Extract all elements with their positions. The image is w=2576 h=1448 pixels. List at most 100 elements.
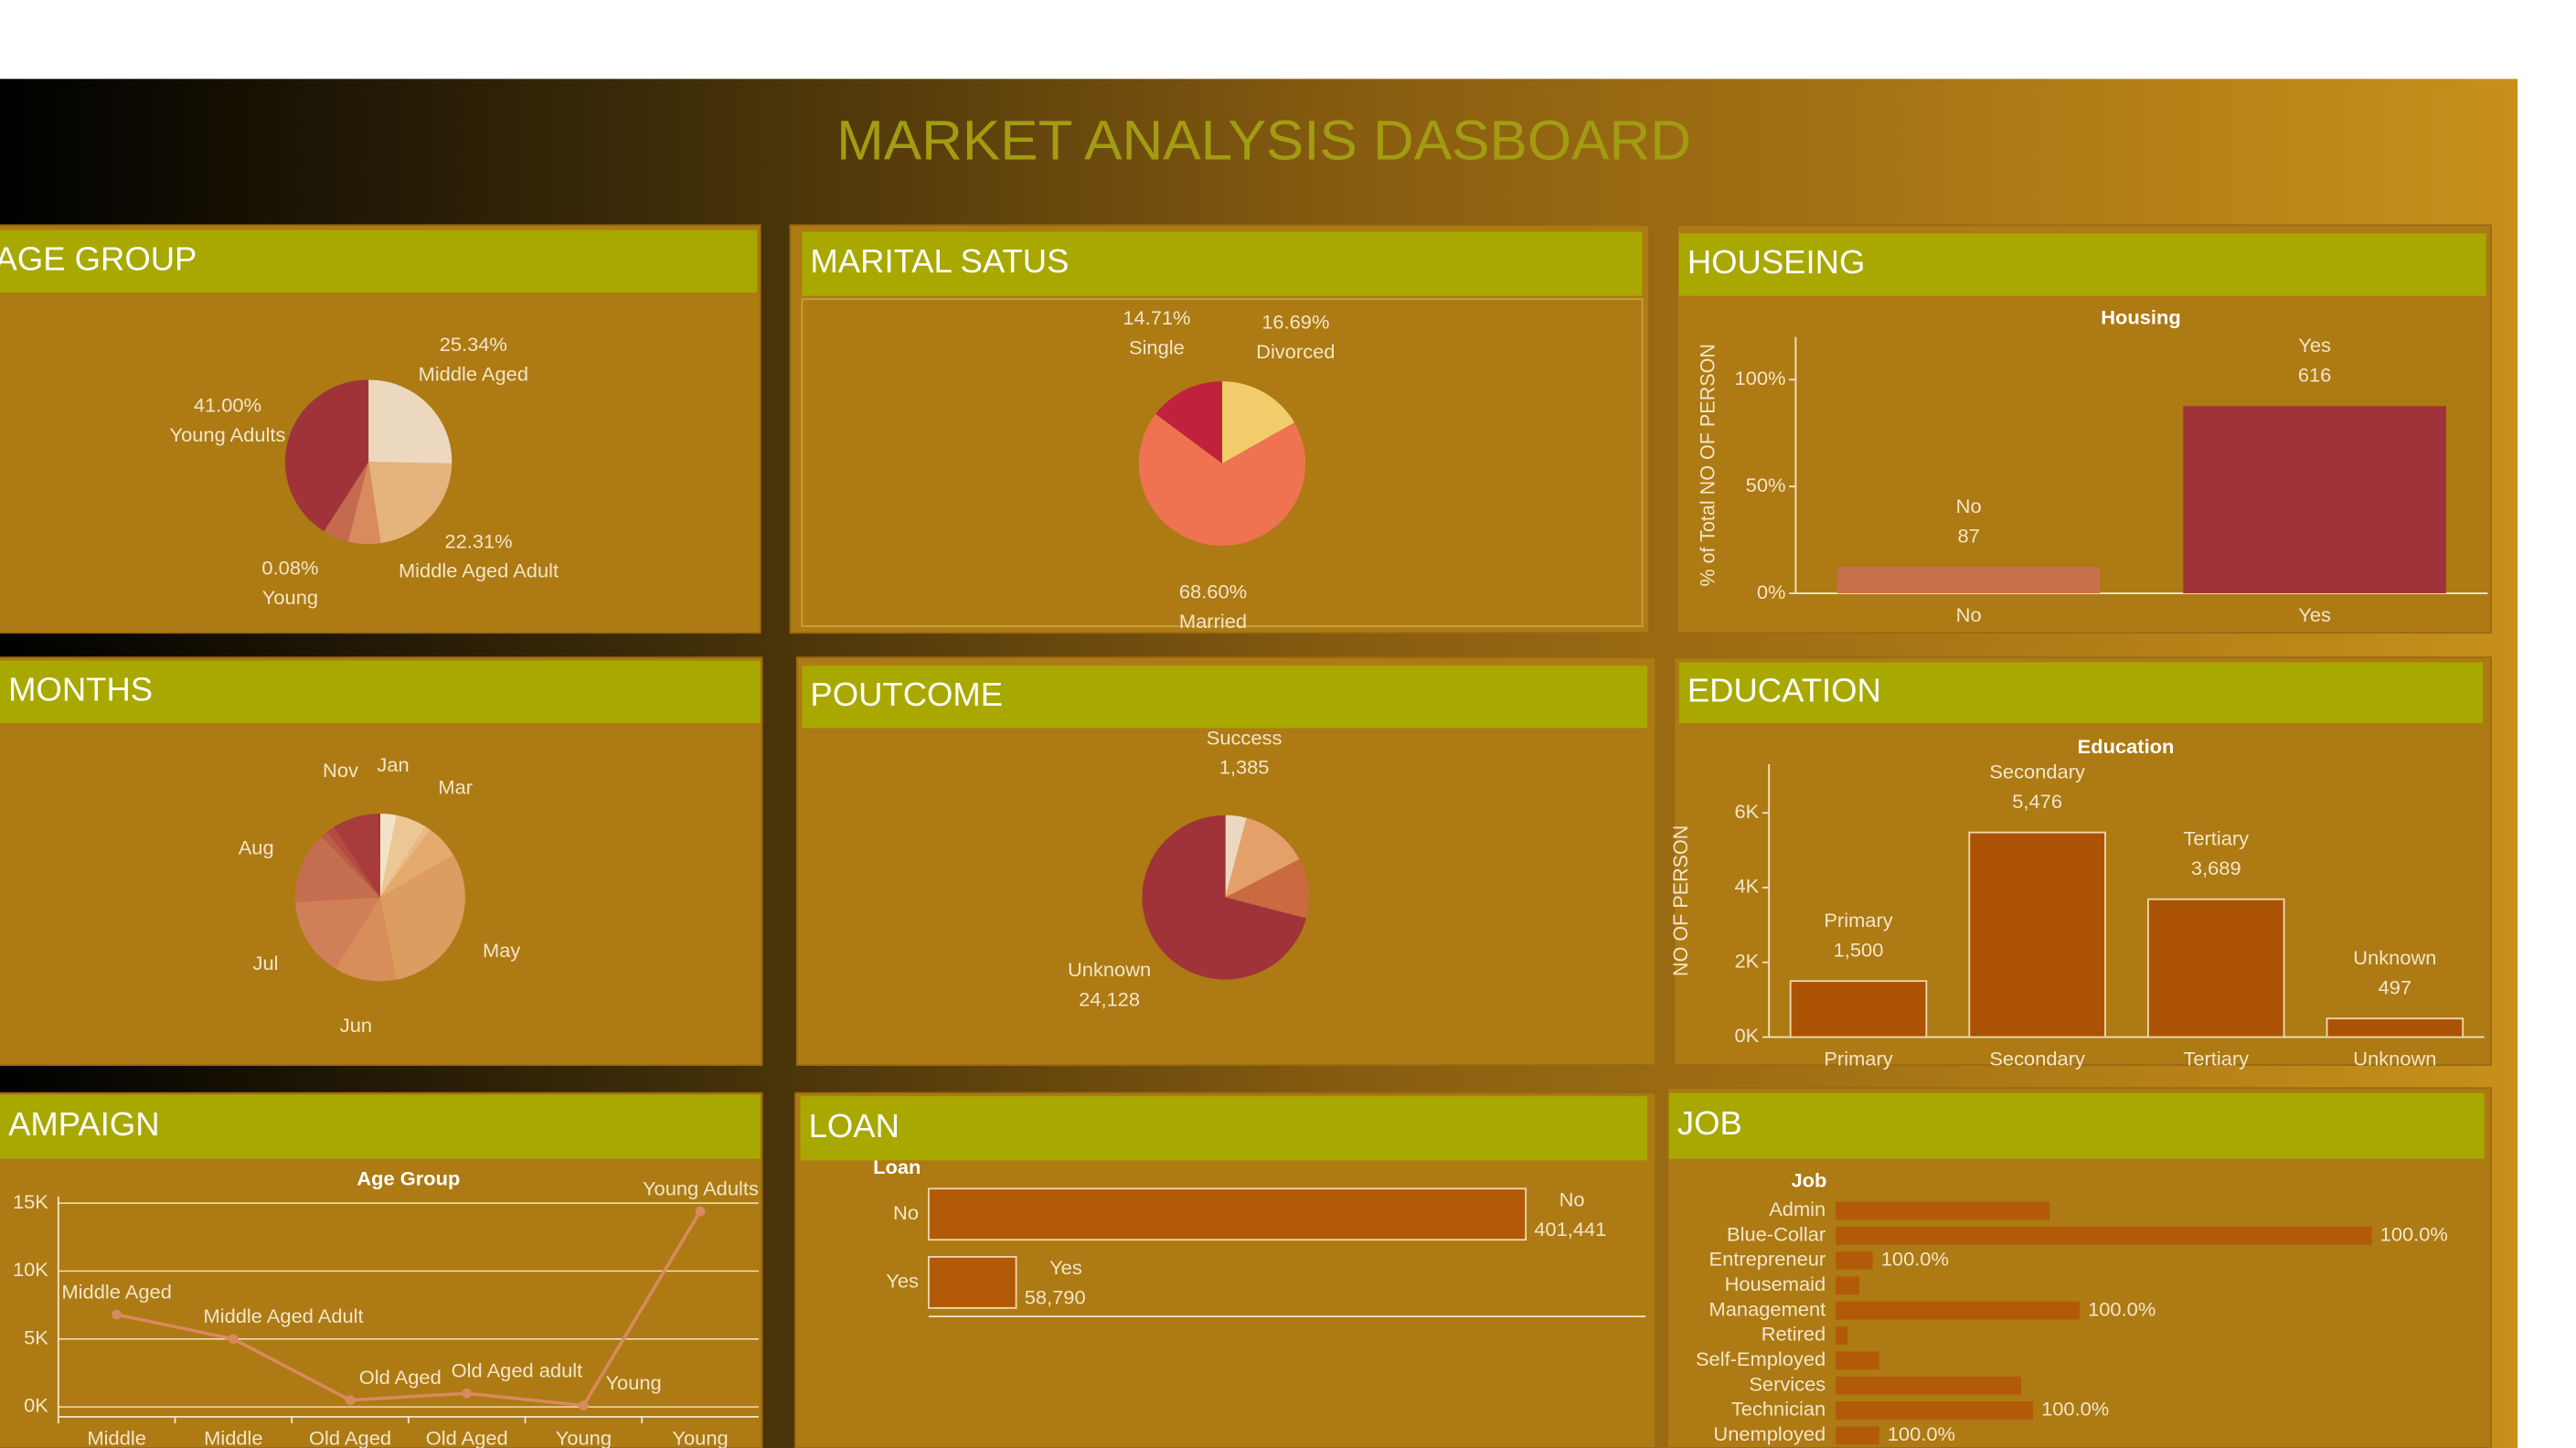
slice-label: Single (1129, 335, 1185, 358)
pie-slice (379, 829, 454, 898)
y-axis-label: NO OF PERSON (1669, 825, 1692, 976)
x-tick-label: Primary (1824, 1048, 1892, 1070)
y-tick-label: 0K (1734, 1024, 1759, 1047)
bar-label: Tertiary (2183, 827, 2249, 850)
y-tick-label: 5K (24, 1326, 48, 1349)
panel-title: HOUSEING (1687, 243, 1865, 281)
slice-label: 14.71% (1123, 306, 1190, 329)
bar-label: No (1559, 1188, 1585, 1211)
point-label: Young Adults (643, 1176, 759, 1199)
bar-label: 100.0% (1888, 1422, 1955, 1445)
x-tick-label: Middle (87, 1427, 145, 1448)
pie-slice (1221, 381, 1295, 464)
point-label: Middle Aged (61, 1280, 171, 1303)
y-tick-label: 4K (1734, 875, 1759, 898)
bar (1836, 1351, 1879, 1370)
x-tick-label: Young (556, 1427, 612, 1448)
x-tick-label: Unknown (2353, 1048, 2436, 1070)
slice-label: 68.60% (1179, 580, 1247, 603)
point (578, 1400, 589, 1411)
point (112, 1309, 122, 1320)
slice-label: 22.31% (444, 529, 512, 552)
panel-header (802, 665, 1648, 729)
pie-slice (379, 813, 397, 898)
point (695, 1206, 706, 1217)
slice-label: 41.00% (194, 394, 261, 417)
pie-slice (347, 462, 381, 545)
y-tick-label: Entrepreneur (1709, 1248, 1826, 1271)
line (116, 1210, 702, 1408)
pie-slice (321, 832, 380, 898)
slice-label: May (483, 939, 520, 962)
y-tick-label: 100% (1734, 367, 1785, 389)
pie-slice (378, 813, 380, 898)
bar (2183, 406, 2446, 594)
y-tick-label: Unemployed (1713, 1422, 1826, 1445)
pie-slice (1225, 817, 1300, 898)
pie-slice (368, 379, 452, 464)
bar-label: 616 (2298, 364, 2332, 387)
slice-label: Young Adults (169, 423, 285, 446)
x-tick-label: No (1956, 603, 1982, 626)
y-tick-label: 15K (13, 1190, 48, 1213)
bar-label: 401,441 (1534, 1218, 1606, 1240)
y-tick-label: 0% (1757, 580, 1786, 603)
point-label: Old Aged (359, 1366, 442, 1389)
y-axis-label: % of Total NO OF PERSON (1696, 344, 1719, 587)
chart-title: Age Group (357, 1167, 460, 1190)
panel-title: MARITAL SATUS (810, 242, 1069, 280)
point-label: Middle Aged Adult (204, 1304, 364, 1327)
pie-slice (1155, 381, 1222, 464)
pie-slice (379, 814, 426, 898)
bar-label: 3,689 (2191, 857, 2241, 879)
x-tick-label: Tertiary (2183, 1048, 2249, 1070)
point-label: Old Aged adult (452, 1359, 583, 1382)
y-tick-label: 10K (13, 1258, 48, 1281)
bar (1836, 1301, 2080, 1320)
bar-label: No (1956, 495, 1982, 517)
bar-label: 100.0% (2088, 1298, 2156, 1321)
panel-header (0, 229, 758, 293)
slice-label: Young (262, 586, 318, 609)
slice-label: 25.34% (440, 333, 507, 356)
y-tick-label: Technician (1731, 1398, 1826, 1421)
bar-label: 87 (1957, 525, 1979, 548)
panel-title: MONTHS (8, 671, 153, 708)
dashboard-title: MARKET ANALYSIS DASBOARD (836, 110, 1691, 173)
panel-header (800, 1096, 1648, 1161)
panel-header (0, 1094, 761, 1159)
chart-title: Education (2078, 735, 2175, 758)
x-tick-label: Old Aged (309, 1427, 391, 1448)
slice-label: Jan (377, 753, 409, 776)
bar-label: 100.0% (1881, 1248, 1949, 1271)
bar (1836, 1226, 2372, 1245)
pie-slice (379, 826, 431, 898)
slice-label: 24,128 (1079, 987, 1140, 1010)
panel-title: EDUCATION (1687, 672, 1881, 709)
pie-slice (284, 379, 369, 532)
slice-label: Jul (253, 952, 279, 974)
slice-label: Unknown (1068, 958, 1151, 981)
point (228, 1334, 239, 1345)
bar (928, 1187, 1528, 1241)
bar-label: 5,476 (2012, 790, 2062, 813)
bar (2147, 898, 2285, 1038)
slice-label: Success (1207, 726, 1283, 749)
slice-label: Middle Aged Adult (399, 559, 559, 582)
y-tick-label: 2K (1734, 950, 1759, 973)
y-tick-label: 6K (1734, 800, 1759, 823)
bar (1836, 1326, 1848, 1345)
x-tick-label: Middle (204, 1427, 262, 1448)
y-tick-label: No (893, 1201, 919, 1224)
bar (1836, 1426, 1879, 1445)
point (462, 1388, 473, 1399)
slice-label: Middle Aged (419, 363, 528, 386)
chart-title: Housing (2101, 306, 2180, 329)
y-tick-label: 0K (24, 1394, 48, 1417)
panel-frame (801, 298, 1644, 627)
bar-label: Yes (1049, 1256, 1082, 1279)
slice-label: Jun (340, 1014, 372, 1037)
pie-slice (1142, 814, 1306, 980)
bar (1836, 1276, 1859, 1295)
pie-slice (324, 462, 369, 532)
